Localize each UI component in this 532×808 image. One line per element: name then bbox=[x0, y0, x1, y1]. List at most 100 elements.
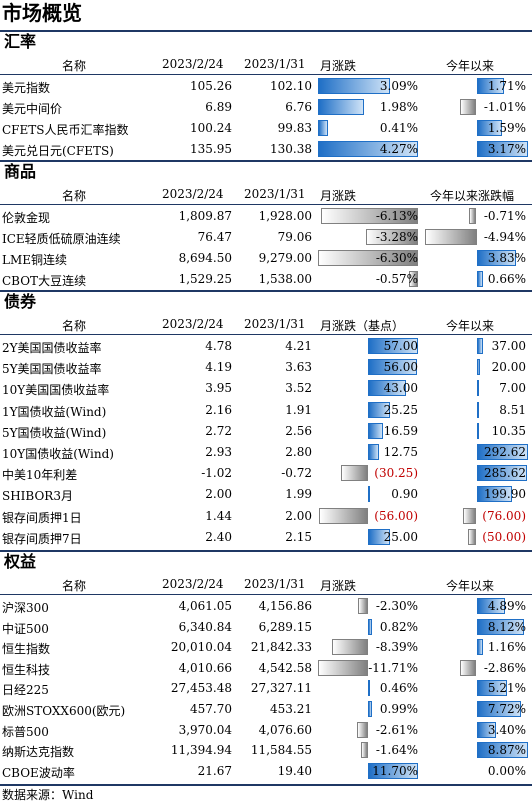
data-row: CFETS人民币汇率指数 100.24 99.83 0.41% 1.59% bbox=[0, 118, 532, 139]
value-current: 4.19 bbox=[205, 360, 232, 375]
section-title: 权益 bbox=[4, 552, 37, 571]
data-row: 美元兑日元(CFETS) 135.95 130.38 4.27% 3.17% bbox=[0, 139, 532, 160]
value-previous: 102.10 bbox=[270, 79, 312, 93]
data-row: 美元指数 105.26 102.10 3.09% 1.71% bbox=[0, 76, 532, 97]
monthly-change-bar bbox=[358, 598, 368, 614]
column-header-ytd_comm: 今年以来涨跌幅 bbox=[430, 189, 515, 203]
data-row: 欧洲STOXX600(欧元) 457.70 453.21 0.99% 7.72% bbox=[0, 699, 532, 720]
monthly-change: 0.41% bbox=[379, 121, 418, 135]
value-current: 11,394.94 bbox=[170, 743, 232, 758]
ytd-change-bar bbox=[476, 380, 479, 397]
ytd-change-bar bbox=[459, 659, 477, 676]
value-previous: 1,928.00 bbox=[258, 209, 312, 223]
monthly-change: 0.99% bbox=[379, 702, 418, 716]
value-previous: 11,584.55 bbox=[250, 743, 312, 758]
data-row: 中美10年利差 -1.02 -0.72 (30.25) 285.62 bbox=[0, 463, 532, 484]
value-previous: 4.21 bbox=[285, 339, 312, 353]
header-separator bbox=[0, 204, 532, 205]
section-rule bbox=[0, 290, 532, 292]
row-name: 美元指数 bbox=[2, 81, 51, 95]
monthly-change-bar bbox=[318, 250, 418, 266]
column-header-name: 名称 bbox=[62, 189, 87, 203]
value-current: 6.89 bbox=[205, 100, 232, 114]
monthly-change: -6.13% bbox=[375, 209, 418, 223]
value-previous: 99.83 bbox=[277, 121, 312, 135]
monthly-change-bar bbox=[368, 401, 391, 418]
monthly-change: 3.09% bbox=[379, 79, 418, 93]
data-row: 10Y美国国债收益率 3.95 3.52 43.00 7.00 bbox=[0, 378, 532, 399]
row-name: 5Y美国国债收益率 bbox=[2, 362, 102, 377]
data-row: 10Y国债收益(Wind) 2.93 2.80 12.75 292.62 bbox=[0, 442, 532, 463]
monthly-change-bar bbox=[368, 380, 406, 397]
value-current: 8,694.50 bbox=[178, 251, 232, 265]
row-name: CBOT大豆连续 bbox=[2, 274, 87, 288]
column-header-mchg: 月涨跌 bbox=[320, 59, 357, 73]
value-previous: 6,289.15 bbox=[258, 619, 312, 634]
monthly-change-bar bbox=[368, 444, 380, 460]
value-previous: 2.80 bbox=[285, 445, 312, 459]
monthly-change: -2.30% bbox=[375, 599, 418, 613]
monthly-change: 16.59 bbox=[383, 423, 418, 438]
data-row: 伦敦金现 1,809.87 1,928.00 -6.13% -0.71% bbox=[0, 206, 532, 227]
ytd-change: 1.16% bbox=[487, 640, 526, 655]
monthly-change: 25.25 bbox=[383, 402, 418, 417]
monthly-change: 0.46% bbox=[379, 681, 418, 696]
ytd-change-bar bbox=[476, 618, 524, 635]
ytd-change: 0.66% bbox=[487, 272, 526, 286]
monthly-change-bar bbox=[341, 465, 368, 482]
ytd-change: 5.21% bbox=[487, 681, 526, 696]
bottom-rule bbox=[0, 784, 532, 786]
value-current: 76.47 bbox=[197, 230, 232, 244]
column-header-mchg: 月涨跌 bbox=[320, 579, 357, 593]
row-name: 标普500 bbox=[2, 724, 49, 739]
ytd-change: 8.12% bbox=[487, 619, 526, 634]
monthly-change-bar bbox=[365, 229, 418, 245]
data-row: 恒生科技 4,010.66 4,542.58 -11.71% -2.86% bbox=[0, 658, 532, 679]
data-row: ICE轻质低硫原油连续 76.47 79.06 -3.28% -4.94% bbox=[0, 227, 532, 248]
value-previous: 79.06 bbox=[277, 230, 312, 244]
column-header-row: 名称 2023/2/24 2023/1/31 月涨跌 今年以来 bbox=[0, 574, 532, 594]
ytd-change-bar bbox=[460, 99, 477, 115]
monthly-change: -1.64% bbox=[375, 743, 418, 758]
monthly-change: 1.98% bbox=[379, 100, 418, 114]
value-current: 100.24 bbox=[190, 121, 232, 135]
row-name: 美元兑日元(CFETS) bbox=[2, 144, 114, 158]
data-row: 银存间质押1日 1.44 2.00 (56.00) (76.00) bbox=[0, 506, 532, 527]
column-header-ytd: 今年以来 bbox=[446, 319, 495, 333]
monthly-change-bar bbox=[368, 359, 418, 376]
row-name: 10Y国债收益(Wind) bbox=[2, 447, 114, 461]
row-name: 恒生指数 bbox=[2, 642, 51, 657]
section-title: 商品 bbox=[4, 162, 37, 181]
column-header-name: 名称 bbox=[62, 579, 87, 593]
monthly-change: 25.00 bbox=[383, 529, 418, 544]
monthly-change-bar bbox=[356, 721, 368, 738]
monthly-change-bar bbox=[318, 659, 368, 676]
ytd-change-bar bbox=[476, 701, 522, 717]
value-previous: 9,279.00 bbox=[258, 251, 312, 265]
data-row: 银存间质押7日 2.40 2.15 25.00 (50.00) bbox=[0, 527, 532, 548]
ytd-change-bar bbox=[476, 422, 479, 439]
ytd-change: 10.35 bbox=[491, 423, 526, 438]
monthly-change-bar bbox=[360, 742, 368, 759]
ytd-change-bar bbox=[476, 680, 507, 697]
column-header-row: 名称 2023/2/24 2023/1/31 月涨跌 今年以来涨跌幅 bbox=[0, 184, 532, 204]
row-name: SHIBOR3月 bbox=[2, 489, 73, 504]
monthly-change-bar bbox=[320, 208, 418, 224]
ytd-change-bar bbox=[425, 229, 477, 245]
monthly-change-bar bbox=[368, 762, 418, 779]
column-header-mchg: 月涨跌 bbox=[320, 189, 357, 203]
column-header-d1: 2023/2/24 bbox=[162, 187, 224, 201]
value-current: 2.16 bbox=[205, 402, 232, 417]
ytd-change: 1.59% bbox=[487, 121, 526, 135]
value-previous: 453.21 bbox=[270, 702, 312, 716]
value-current: 1,529.25 bbox=[178, 272, 232, 286]
data-row: CBOE波动率 21.67 19.40 11.70% 0.00% bbox=[0, 761, 532, 782]
value-previous: 130.38 bbox=[270, 142, 312, 156]
ytd-change-bar bbox=[476, 598, 505, 614]
value-previous: 4,156.86 bbox=[258, 599, 312, 613]
value-previous: 27,327.11 bbox=[250, 681, 312, 696]
data-row: 5Y美国国债收益率 4.19 3.63 56.00 20.00 bbox=[0, 357, 532, 378]
data-row: 美元中间价 6.89 6.76 1.98% -1.01% bbox=[0, 97, 532, 118]
monthly-change: -2.61% bbox=[375, 722, 418, 737]
value-current: 27,453.48 bbox=[170, 681, 232, 696]
